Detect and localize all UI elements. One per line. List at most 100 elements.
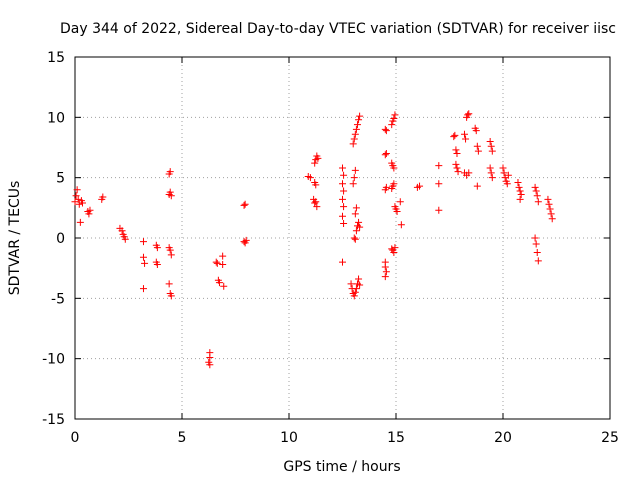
data-point (388, 245, 396, 253)
data-point (488, 147, 496, 155)
data-point (544, 195, 552, 203)
data-point (356, 112, 364, 120)
data-point (352, 204, 360, 212)
data-point (167, 251, 175, 259)
data-point (486, 137, 494, 145)
data-point (435, 180, 443, 188)
y-tick-label: 0 (56, 231, 65, 247)
data-point (166, 188, 174, 196)
data-point (472, 127, 480, 135)
data-point (99, 193, 107, 201)
data-point (534, 257, 542, 265)
data-point (311, 159, 319, 167)
grid (75, 57, 610, 419)
data-point (240, 201, 248, 209)
data-point (350, 292, 358, 300)
data-point (139, 253, 147, 261)
y-tick-label: -15 (42, 412, 65, 428)
data-point (118, 227, 126, 235)
data-point (381, 151, 389, 159)
data-point (306, 174, 314, 182)
data-point (312, 181, 320, 189)
data-point (453, 150, 461, 158)
data-point (547, 210, 555, 218)
data-point (382, 150, 390, 158)
data-point (339, 195, 346, 203)
data-point (351, 166, 359, 174)
data-point (311, 199, 319, 207)
data-point (532, 187, 540, 195)
data-point (460, 130, 468, 138)
data-point (499, 164, 507, 172)
data-point (139, 238, 147, 246)
data-point (488, 174, 496, 182)
data-point (487, 169, 495, 177)
data-point (391, 244, 399, 252)
data-point (75, 200, 83, 208)
axis-ticks: 0 5 10 15 20 25 -15 -10 -5 0 5 10 15 (42, 50, 619, 446)
data-point (504, 171, 512, 179)
data-point (339, 258, 346, 266)
data-point (465, 169, 473, 177)
data-point (241, 200, 249, 208)
data-point (416, 182, 424, 190)
data-point (396, 198, 404, 206)
data-point (349, 180, 357, 188)
data-point (382, 127, 390, 135)
data-point (516, 195, 524, 203)
data-point (349, 140, 357, 148)
data-point (451, 131, 459, 139)
data-point (213, 259, 221, 267)
data-point (339, 212, 346, 220)
y-tick-label: 5 (56, 171, 65, 187)
data-point (166, 168, 174, 176)
data-point (355, 275, 363, 283)
x-tick-label: 0 (71, 430, 80, 446)
data-point (242, 236, 250, 244)
data-point (350, 174, 358, 182)
data-point (532, 240, 540, 248)
data-point (382, 183, 390, 191)
data-point (381, 125, 389, 133)
x-tick-label: 10 (280, 430, 298, 446)
data-point (391, 111, 399, 119)
data-point (351, 288, 359, 296)
data-point (393, 207, 401, 215)
data-point (206, 361, 214, 369)
data-point (206, 353, 214, 361)
data-point (340, 187, 348, 195)
y-tick-label: 10 (47, 110, 65, 126)
data-point (313, 203, 321, 211)
data-point (141, 259, 149, 267)
data-point (381, 263, 389, 271)
data-point (382, 268, 390, 276)
data-point (153, 244, 161, 252)
data-point (219, 261, 227, 269)
y-tick-label: -5 (51, 291, 65, 307)
data-point (355, 218, 363, 226)
data-point (534, 198, 542, 206)
x-axis-label: GPS time / hours (283, 459, 400, 475)
data-point (435, 206, 443, 214)
data-point (352, 285, 360, 293)
data-point (517, 191, 525, 199)
data-point (121, 235, 129, 243)
data-point (531, 183, 539, 191)
data-point (339, 164, 346, 172)
data-point (74, 195, 82, 203)
data-point (355, 116, 363, 124)
data-point (486, 164, 494, 172)
data-point (86, 206, 94, 214)
chart-title: Day 344 of 2022, Sidereal Day-to-day VTE… (60, 21, 616, 37)
data-point (353, 121, 361, 129)
data-point (452, 160, 460, 168)
data-point (153, 261, 161, 269)
data-point (339, 180, 346, 188)
data-point (533, 192, 541, 200)
data-point (388, 121, 396, 129)
data-point (548, 215, 556, 223)
data-point (312, 198, 320, 206)
y-tick-label: -10 (42, 352, 65, 368)
data-points (71, 110, 556, 369)
